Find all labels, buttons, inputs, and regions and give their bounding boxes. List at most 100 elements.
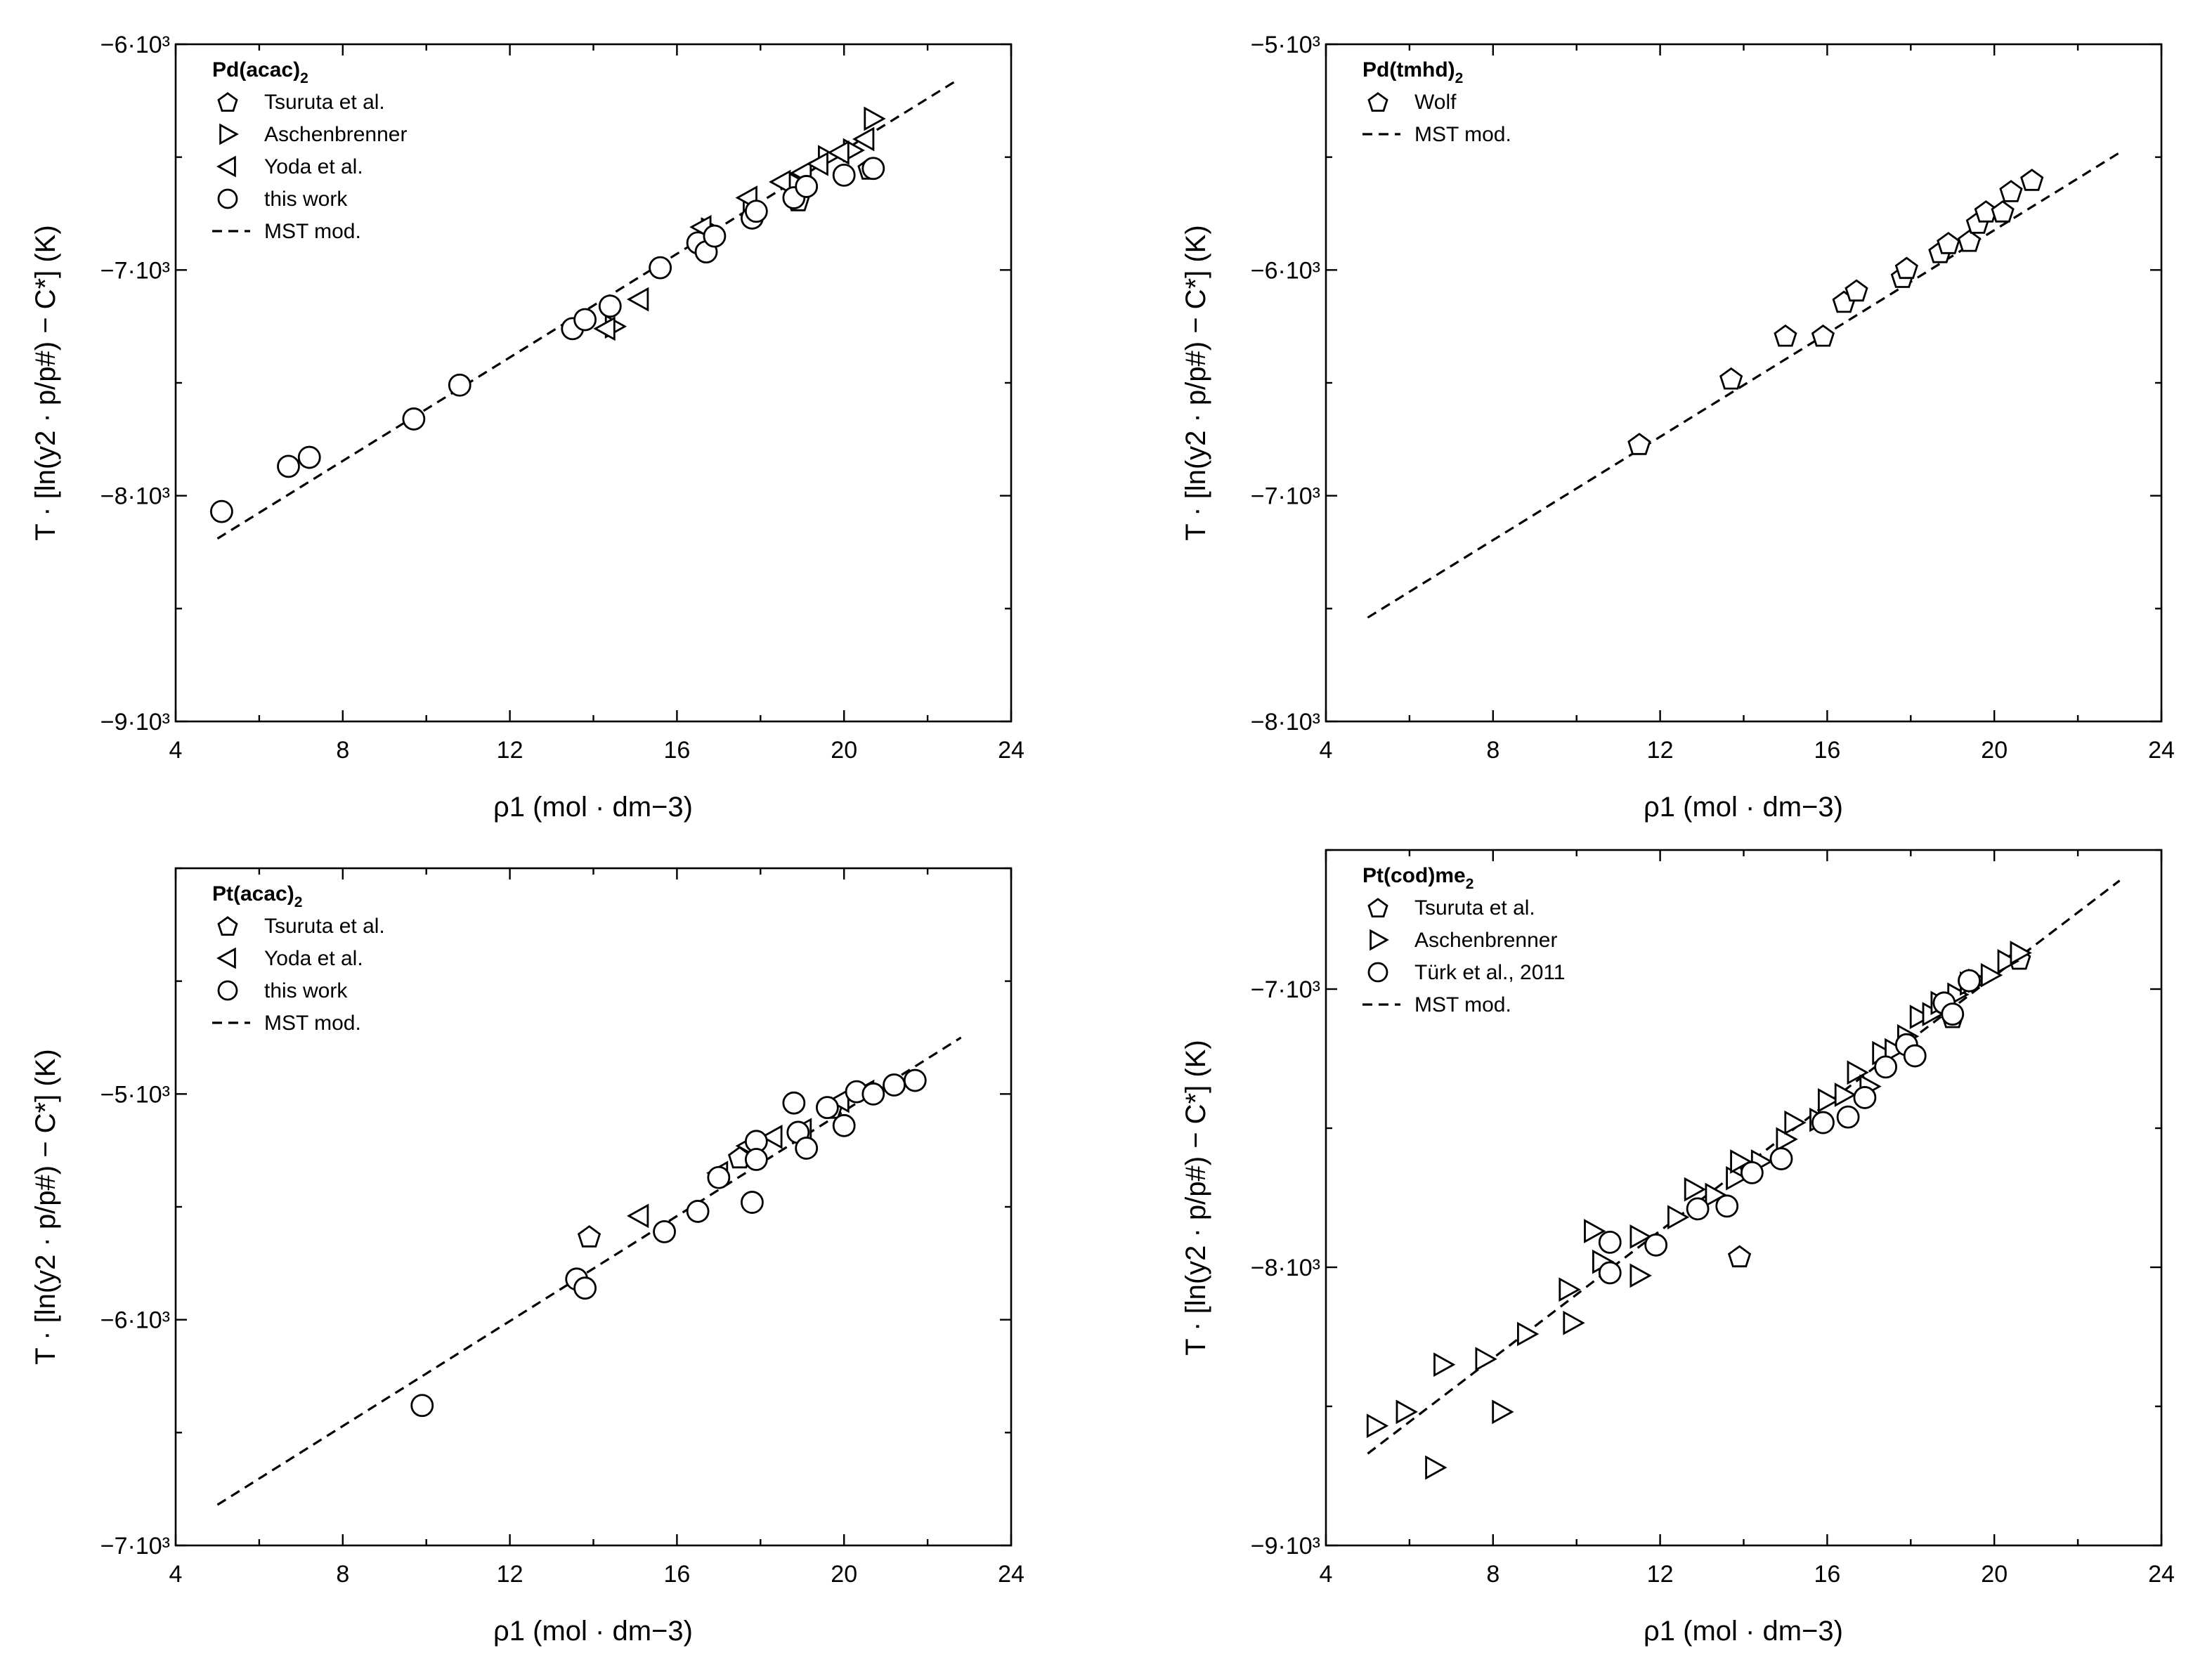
legend: Pd(acac)2 Tsuruta et al. Aschenbrenner Yoda… (212, 58, 407, 243)
data-point-t-rk-et-al-2011 (1644, 1233, 1668, 1257)
axis-ticks (174, 867, 1013, 1547)
tick-labels: 4 8 12 16 20 24 −6·10³ −7·10³ −8·10³ −9·10³ (100, 32, 1024, 764)
y-tick-label: −6·10³ (1251, 257, 1320, 284)
x-tick-label: 24 (998, 737, 1024, 764)
legend-label: Yoda et al. (264, 155, 363, 178)
data-point-this-work (861, 157, 885, 181)
legend-label: Türk et al., 2011 (1414, 961, 1566, 984)
data-point-aschenbrenner (1847, 1060, 1869, 1085)
data-point-this-work (448, 373, 471, 397)
data-point-this-work (410, 1394, 434, 1418)
x-tick-label: 24 (2148, 1561, 2175, 1588)
y-tick-label: −5·10³ (100, 1081, 170, 1108)
legend-label: MST mod. (1414, 123, 1511, 146)
chart-panel-pd-acac: 4 8 12 16 20 24 −6·10³ −7·10³ −8·10³ −9·10³ ρ1 (m… (30, 32, 1024, 823)
legend-label: Wolf (1414, 91, 1457, 114)
legend-marker-aschenbrenner (1370, 929, 1389, 951)
y-tick-label: −9·10³ (100, 709, 170, 735)
data-point-wolf (1894, 256, 1918, 280)
fit-line-group (1367, 151, 2121, 619)
data-point-t-rk-et-al-2011 (1811, 1111, 1835, 1134)
x-tick-label: 16 (663, 1561, 690, 1588)
data-point-t-rk-et-al-2011 (1769, 1147, 1793, 1170)
data-point-this-work (297, 445, 321, 469)
data-point-aschenbrenner (1395, 1399, 1418, 1425)
y-tick-label: −7·10³ (1251, 483, 1320, 510)
data-point-aschenbrenner (1784, 1110, 1807, 1135)
data-point-this-work (832, 1113, 856, 1137)
data-point-aschenbrenner (1997, 949, 2019, 974)
y-tick-label: −6·10³ (100, 32, 170, 58)
chart-panel-pt-acac: 4 8 12 16 20 24 −5·10³ −6·10³ −7·10³ ρ1 (mol · d… (30, 867, 1024, 1647)
legend-marker-tsuruta-et-al (1367, 898, 1388, 917)
legend: Pt(cod)me2 Tsuruta et al. Aschenbrenner Tür… (1362, 864, 1566, 1016)
x-tick-label: 8 (1486, 737, 1499, 764)
data-point-this-work (883, 1073, 906, 1097)
data-point-yoda-et-al (827, 140, 850, 165)
x-tick-label: 4 (169, 737, 183, 764)
y-tick-label: −8·10³ (100, 483, 170, 510)
data-point-wolf (1811, 324, 1835, 347)
data-point-t-rk-et-al-2011 (1958, 969, 1981, 993)
x-tick-label: 16 (1814, 1561, 1840, 1588)
legend-label: Tsuruta et al. (264, 915, 385, 938)
legend: Pd(tmhd)2 Wolf MST mod. (1362, 58, 1511, 146)
data-point-aschenbrenner (1726, 1165, 1748, 1191)
data-point-wolf (1627, 433, 1651, 455)
legend-label: this work (264, 188, 348, 211)
x-tick-label: 12 (497, 1561, 523, 1588)
plot-area (1325, 849, 2163, 1547)
legend-marker-this-work (217, 188, 238, 209)
data-point-this-work (649, 256, 672, 280)
data-point-wolf (1845, 279, 1868, 302)
data-point-t-rk-et-al-2011 (1740, 1160, 1764, 1184)
data-point-this-work (209, 499, 233, 523)
legend-marker-tsuruta-et-al (217, 92, 238, 112)
data-point-this-work (741, 1191, 764, 1214)
axis-ticks (1325, 849, 2163, 1547)
x-tick-label: 12 (1647, 737, 1674, 764)
data-point-aschenbrenner (1909, 1005, 1932, 1029)
legend-title: Pd(tmhd)2 (1362, 58, 1463, 86)
x-tick-label: 20 (831, 1561, 857, 1588)
data-point-aschenbrenner (1980, 962, 2003, 988)
data-point-aschenbrenner (1584, 1219, 1606, 1243)
x-tick-label: 24 (2148, 737, 2175, 764)
data-point-aschenbrenner (1559, 1277, 1581, 1302)
data-point-aschenbrenner (1705, 1182, 1727, 1208)
data-point-aschenbrenner (2010, 941, 2032, 965)
y-axis-title: T · [ln(y2 · p/p#) − C*] (K) (1180, 1040, 1211, 1355)
data-point-wolf (1937, 232, 1960, 254)
legend-label: Yoda et al. (264, 947, 363, 970)
tick-labels: 4 8 12 16 20 24 −5·10³ −6·10³ −7·10³ (100, 1081, 1024, 1588)
data-point-this-work (903, 1068, 927, 1092)
data-point-this-work (707, 1165, 731, 1189)
x-tick-label: 12 (497, 737, 523, 764)
data-point-t-rk-et-al-2011 (1715, 1194, 1739, 1218)
data-point-t-rk-et-al-2011 (1941, 1002, 1965, 1026)
x-tick-label: 24 (998, 1561, 1024, 1588)
data-point-aschenbrenner (864, 106, 886, 131)
mst-mod-fit-line (1367, 151, 2121, 619)
data-point-this-work (832, 163, 856, 187)
y-axis-title: T · [ln(y2 · p/p#) − C*] (K) (30, 1049, 61, 1364)
data-point-wolf (1991, 200, 2015, 223)
data-point-this-work (653, 1219, 676, 1243)
data-markers (209, 106, 886, 523)
data-point-this-work (795, 175, 819, 198)
legend-marker-this-work (217, 980, 238, 1001)
data-point-aschenbrenner (1776, 1127, 1798, 1152)
data-point-t-rk-et-al-2011 (1874, 1055, 1898, 1079)
x-tick-label: 20 (1981, 1561, 2008, 1588)
data-point-wolf (2020, 169, 2044, 191)
tick-labels: 4 8 12 16 20 24 −5·10³ −6·10³ −7·10³ −8·10³ (1251, 32, 2175, 764)
y-tick-label: −7·10³ (100, 1533, 170, 1559)
x-tick-label: 16 (1814, 737, 1840, 764)
legend-marker-wolf (1367, 92, 1388, 112)
x-tick-label: 20 (1981, 737, 2008, 764)
data-point-aschenbrenner (1492, 1399, 1514, 1425)
tick-labels: 4 8 12 16 20 24 −7·10³ −8·10³ −9·10³ (1251, 976, 2175, 1588)
x-tick-label: 16 (663, 737, 690, 764)
y-tick-label: −6·10³ (100, 1307, 170, 1334)
data-point-wolf (1719, 367, 1743, 390)
